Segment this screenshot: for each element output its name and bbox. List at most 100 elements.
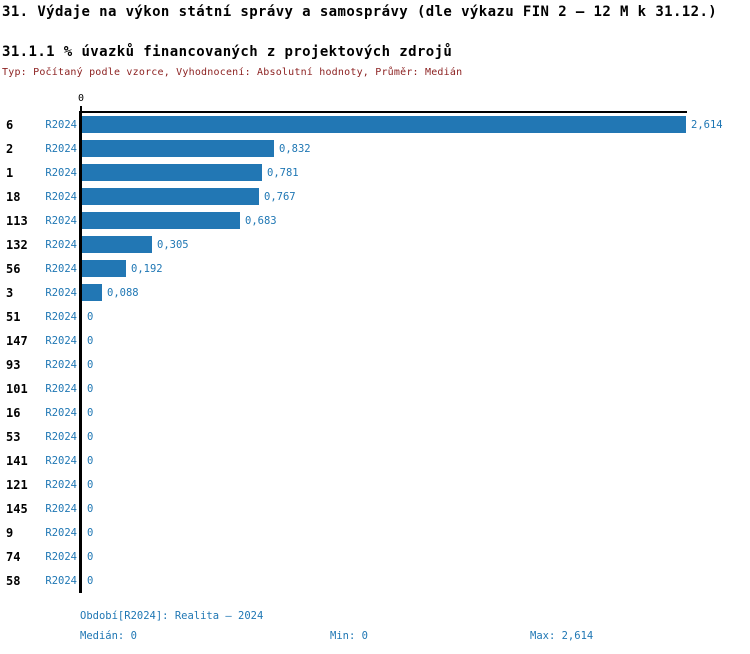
category-label: 3: [6, 286, 14, 300]
bar: [82, 188, 259, 205]
x-axis-tick-label: 0: [77, 93, 85, 104]
chart-row: 58 R2024 0: [0, 569, 750, 593]
series-label: R2024: [45, 335, 77, 347]
value-label: 0: [87, 335, 94, 347]
category-label: 16: [6, 406, 21, 420]
value-label: 0: [87, 407, 94, 419]
category-label: 101: [6, 382, 28, 396]
chart-row: 121 R2024 0: [0, 473, 750, 497]
value-label: 0: [87, 479, 94, 491]
chart-row: 141 R2024 0: [0, 449, 750, 473]
chart-row: 113 R2024 0,683: [0, 209, 750, 233]
value-label: 2,614: [691, 119, 723, 131]
value-label: 0,192: [131, 263, 163, 275]
category-label: 132: [6, 238, 28, 252]
chart-row: 16 R2024 0: [0, 401, 750, 425]
chart-row: 53 R2024 0: [0, 425, 750, 449]
category-label: 51: [6, 310, 21, 324]
bar-chart: 6 R2024 2,614 2 R2024 0,832 1 R2024 0,781 18 R2024…: [0, 113, 750, 593]
category-label: 147: [6, 334, 28, 348]
chart-row: 6 R2024 2,614: [0, 113, 750, 137]
series-label: R2024: [45, 215, 77, 227]
value-label: 0: [87, 383, 94, 395]
bar: [82, 284, 102, 301]
category-label: 121: [6, 478, 28, 492]
value-label: 0: [87, 527, 94, 539]
series-label: R2024: [45, 359, 77, 371]
category-label: 74: [6, 550, 21, 564]
series-label: R2024: [45, 287, 77, 299]
series-label: R2024: [45, 143, 77, 155]
category-label: 53: [6, 430, 21, 444]
footer-min: Min: 0: [330, 630, 368, 642]
category-label: 145: [6, 502, 28, 516]
category-label: 6: [6, 118, 14, 132]
series-label: R2024: [45, 431, 77, 443]
value-label: 0: [87, 359, 94, 371]
bar: [82, 260, 126, 277]
category-label: 113: [6, 214, 28, 228]
chart-row: 74 R2024 0: [0, 545, 750, 569]
chart-row: 56 R2024 0,192: [0, 257, 750, 281]
series-label: R2024: [45, 407, 77, 419]
series-label: R2024: [45, 455, 77, 467]
chart-meta-line: Typ: Počítaný podle vzorce, Vyhodnocení:…: [2, 67, 463, 78]
chart-row: 3 R2024 0,088: [0, 281, 750, 305]
bar: [82, 140, 274, 157]
chart-row: 101 R2024 0: [0, 377, 750, 401]
chart-row: 18 R2024 0,767: [0, 185, 750, 209]
category-label: 56: [6, 262, 21, 276]
series-label: R2024: [45, 239, 77, 251]
value-label: 0: [87, 455, 94, 467]
value-label: 0,683: [245, 215, 277, 227]
series-label: R2024: [45, 263, 77, 275]
series-label: R2024: [45, 479, 77, 491]
series-label: R2024: [45, 167, 77, 179]
value-label: 0: [87, 311, 94, 323]
value-label: 0: [87, 503, 94, 515]
series-label: R2024: [45, 191, 77, 203]
y-axis-line: [79, 111, 82, 593]
value-label: 0,305: [157, 239, 189, 251]
category-label: 2: [6, 142, 14, 156]
series-label: R2024: [45, 383, 77, 395]
series-label: R2024: [45, 527, 77, 539]
chart-row: 132 R2024 0,305: [0, 233, 750, 257]
bar: [82, 212, 240, 229]
value-label: 0,781: [267, 167, 299, 179]
value-label: 0,767: [264, 191, 296, 203]
category-label: 58: [6, 574, 21, 588]
category-label: 1: [6, 166, 14, 180]
footer-period: Období[R2024]: Realita – 2024: [80, 610, 264, 622]
value-label: 0: [87, 575, 94, 587]
series-label: R2024: [45, 503, 77, 515]
x-axis-tick-mark: [80, 106, 82, 111]
chart-row: 93 R2024 0: [0, 353, 750, 377]
value-label: 0,832: [279, 143, 311, 155]
category-label: 18: [6, 190, 21, 204]
bar: [82, 116, 686, 133]
series-label: R2024: [45, 311, 77, 323]
category-label: 93: [6, 358, 21, 372]
x-axis-line: [79, 111, 687, 113]
chart-row: 9 R2024 0: [0, 521, 750, 545]
chart-row: 51 R2024 0: [0, 305, 750, 329]
bar: [82, 164, 262, 181]
series-label: R2024: [45, 119, 77, 131]
page-title: 31. Výdaje na výkon státní správy a samo…: [2, 4, 718, 20]
value-label: 0: [87, 431, 94, 443]
chart-row: 147 R2024 0: [0, 329, 750, 353]
footer-median: Medián: 0: [80, 630, 137, 642]
chart-row: 145 R2024 0: [0, 497, 750, 521]
chart-row: 2 R2024 0,832: [0, 137, 750, 161]
bar: [82, 236, 152, 253]
value-label: 0: [87, 551, 94, 563]
chart-title: 31.1.1 % úvazků financovaných z projekto…: [2, 44, 453, 60]
series-label: R2024: [45, 551, 77, 563]
category-label: 9: [6, 526, 14, 540]
series-label: R2024: [45, 575, 77, 587]
footer-max: Max: 2,614: [530, 630, 594, 642]
value-label: 0,088: [107, 287, 139, 299]
chart-row: 1 R2024 0,781: [0, 161, 750, 185]
category-label: 141: [6, 454, 28, 468]
